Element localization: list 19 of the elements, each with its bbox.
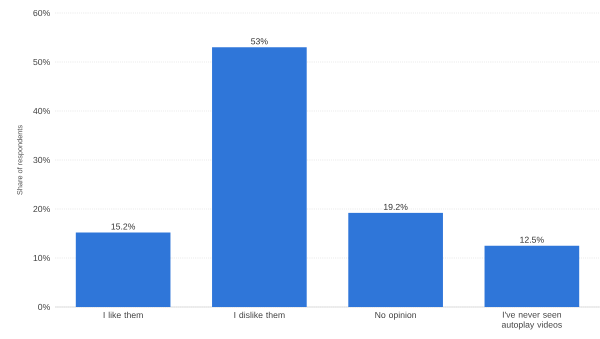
data-label: 19.2% [384,204,408,210]
x-tick-label: I've never seen autoplay videos [502,312,562,330]
data-label: 53% [251,38,268,44]
y-tick-label: 0% [38,304,50,310]
data-label: 15.2% [112,223,136,230]
y-tick-label: 30% [33,156,50,164]
x-tick-label: I dislike them [234,312,285,318]
bar [348,212,443,307]
y-tick-label: 40% [33,108,50,114]
y-tick-label: 50% [33,58,50,66]
data-label: 12.5% [520,236,544,243]
y-tick-label: 10% [34,254,50,262]
bar [484,246,580,307]
x-tick-label: I like them [104,312,143,318]
bar [76,232,170,307]
bar [212,47,307,307]
y-tick-label: 60% [33,10,50,16]
x-tick-label: No opinion [375,312,416,320]
y-tick-label: 20% [33,206,50,212]
